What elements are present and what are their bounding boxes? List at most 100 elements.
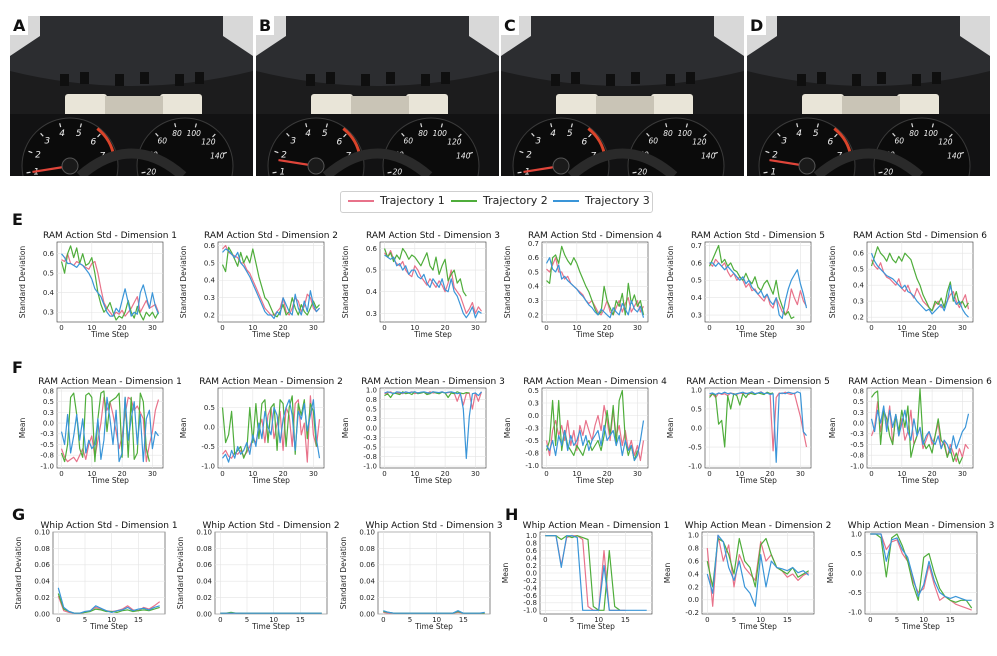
series-line-3 [870, 533, 972, 601]
y-tick-label: 0.5 [851, 550, 862, 558]
x-tick-label: 0 [59, 470, 63, 478]
series-line-2 [546, 245, 645, 316]
y-tick-label: 0.08 [34, 545, 50, 553]
x-tick-label: 30 [471, 324, 480, 332]
x-tick-label: 10 [107, 616, 116, 624]
chart-title: Whip Action Mean - Dimension 2 [685, 521, 832, 531]
y-tick-label: 0.5 [528, 268, 539, 276]
x-tick-label: 20 [603, 470, 612, 478]
chart-ram-std-dim5: RAM Action Std - Dimension 5 0.3 0.4 0.5 0.6… [666, 230, 825, 339]
x-tick-label: 0 [382, 470, 386, 478]
y-axis-label: Standard Deviation [666, 246, 675, 319]
x-tick-label: 5 [895, 616, 899, 624]
x-axis-label: Time Step [738, 476, 777, 485]
y-tick-label: 0.06 [34, 561, 50, 569]
series-line-2 [383, 247, 467, 297]
y-tick-label: 0.02 [196, 594, 212, 602]
legend-label-2: Trajectory 2 [483, 194, 548, 207]
y-tick-label: 0.00 [359, 610, 375, 618]
y-tick-label: 0.08 [196, 545, 212, 553]
x-tick-label: 0 [382, 324, 386, 332]
legend-label-1: Trajectory 1 [380, 194, 445, 207]
svg-text:120: 120 [692, 137, 707, 146]
y-tick-label: 0.6 [43, 250, 55, 258]
chart-title: Whip Action Std - Dimension 1 [40, 521, 177, 531]
x-tick-label: 20 [118, 470, 127, 478]
series-line-3 [706, 534, 810, 607]
y-axis-label: Standard Deviation [14, 537, 23, 610]
row-label-f: F [12, 358, 23, 377]
x-tick-label: 0 [705, 616, 709, 624]
row-label-g: G [12, 505, 26, 524]
y-tick-label: -0.5 [688, 443, 702, 451]
y-tick-label: -0.8 [363, 453, 377, 461]
y-tick-label: 0.0 [204, 423, 215, 431]
x-axis-label: Time Step [900, 476, 939, 485]
legend-swatch-3 [553, 200, 579, 202]
x-tick-label: 0 [56, 616, 60, 624]
y-tick-label: 0.6 [691, 259, 703, 267]
y-tick-label: 0.5 [43, 398, 54, 406]
y-tick-label: 0.5 [691, 277, 702, 285]
y-tick-label: 0.3 [366, 310, 377, 318]
y-tick-label: 0.5 [528, 387, 539, 395]
y-tick-label: -0.8 [525, 449, 539, 457]
svg-text:80: 80 [172, 129, 182, 138]
x-tick-label: 20 [279, 470, 288, 478]
y-tick-label: -0.5 [848, 589, 862, 597]
y-tick-label: 0.08 [359, 545, 375, 553]
x-tick-label: 10 [735, 470, 744, 478]
svg-text:20: 20 [638, 167, 648, 176]
svg-text:2: 2 [526, 151, 532, 161]
x-tick-label: 30 [148, 324, 157, 332]
x-axis-label: Time Step [575, 330, 614, 339]
y-tick-label: 0.10 [196, 528, 212, 536]
x-tick-label: 30 [309, 470, 318, 478]
chart-svg: Whip Action Std - Dimension 2 0.00 0.02 0.0… [176, 521, 340, 631]
y-tick-label: -0.5 [363, 443, 377, 451]
series-line-2 [60, 245, 160, 321]
x-tick-label: 10 [410, 324, 419, 332]
chart-svg: Whip Action Mean - Dimension 2 -0.2 0.0 0.2… [663, 521, 831, 631]
y-axis-label: Mean [663, 563, 672, 584]
svg-text:140: 140 [947, 151, 962, 160]
chart-svg: Whip Action Std - Dimension 3 0.00 0.02 0.0… [339, 521, 503, 631]
y-tick-label: 0.3 [853, 409, 864, 417]
x-tick-label: 0 [220, 324, 224, 332]
y-tick-label: 1.0 [691, 386, 702, 394]
x-tick-label: 10 [919, 616, 928, 624]
series-line-3 [222, 248, 320, 320]
legend-swatch-2 [451, 200, 477, 202]
x-axis-label: Time Step [90, 330, 129, 339]
y-tick-label: 0.0 [691, 424, 702, 432]
series-line-2 [708, 244, 795, 320]
svg-text:5: 5 [322, 129, 328, 139]
x-tick-label: 15 [946, 616, 955, 624]
chart-ram-mean-dim4: RAM Action Mean - Dimension 4 -1.0 -0.8 -0.… [503, 376, 667, 485]
x-tick-label: 10 [269, 616, 278, 624]
chart-title: RAM Action Std - Dimension 1 [43, 231, 177, 241]
y-tick-label: -0.3 [525, 424, 539, 432]
y-tick-label: 0.4 [853, 282, 865, 290]
y-tick-label: 0.8 [43, 387, 54, 395]
series-line-1 [61, 253, 160, 317]
series-line-3 [870, 405, 970, 454]
legend-item-1: Trajectory 1 [348, 194, 445, 207]
y-tick-label: -0.5 [201, 443, 215, 451]
legend-label-3: Trajectory 3 [585, 194, 650, 207]
series-line-3 [545, 420, 645, 462]
x-tick-label: 0 [707, 324, 711, 332]
chart-title: RAM Action Mean - Dimension 5 [686, 377, 830, 387]
y-tick-label: 0.3 [43, 309, 54, 317]
y-tick-label: 1.0 [366, 386, 377, 394]
x-tick-label: 30 [309, 324, 318, 332]
y-tick-label: -0.3 [40, 430, 54, 438]
y-tick-label: -1.0 [688, 462, 702, 470]
photo-label-b: B [256, 16, 275, 35]
chart-ram-std-dim2: RAM Action Std - Dimension 2 0.2 0.3 0.4 0.5… [179, 230, 338, 339]
x-tick-label: 15 [296, 616, 305, 624]
svg-text:140: 140 [456, 151, 471, 160]
series-line-3 [384, 391, 482, 460]
